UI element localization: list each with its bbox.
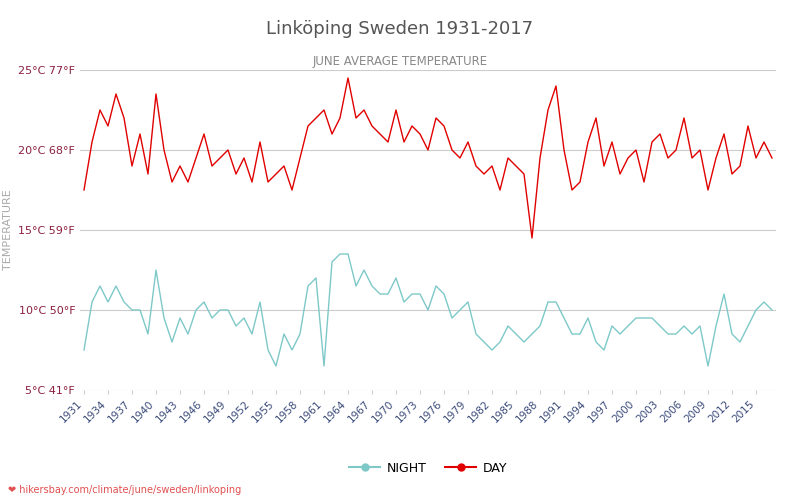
Legend: NIGHT, DAY: NIGHT, DAY <box>344 457 512 480</box>
Text: Linköping Sweden 1931-2017: Linköping Sweden 1931-2017 <box>266 20 534 38</box>
Text: ❤ hikersbay.com/climate/june/sweden/linkoping: ❤ hikersbay.com/climate/june/sweden/link… <box>8 485 242 495</box>
Y-axis label: TEMPERATURE: TEMPERATURE <box>2 190 13 270</box>
Text: JUNE AVERAGE TEMPERATURE: JUNE AVERAGE TEMPERATURE <box>313 55 487 68</box>
